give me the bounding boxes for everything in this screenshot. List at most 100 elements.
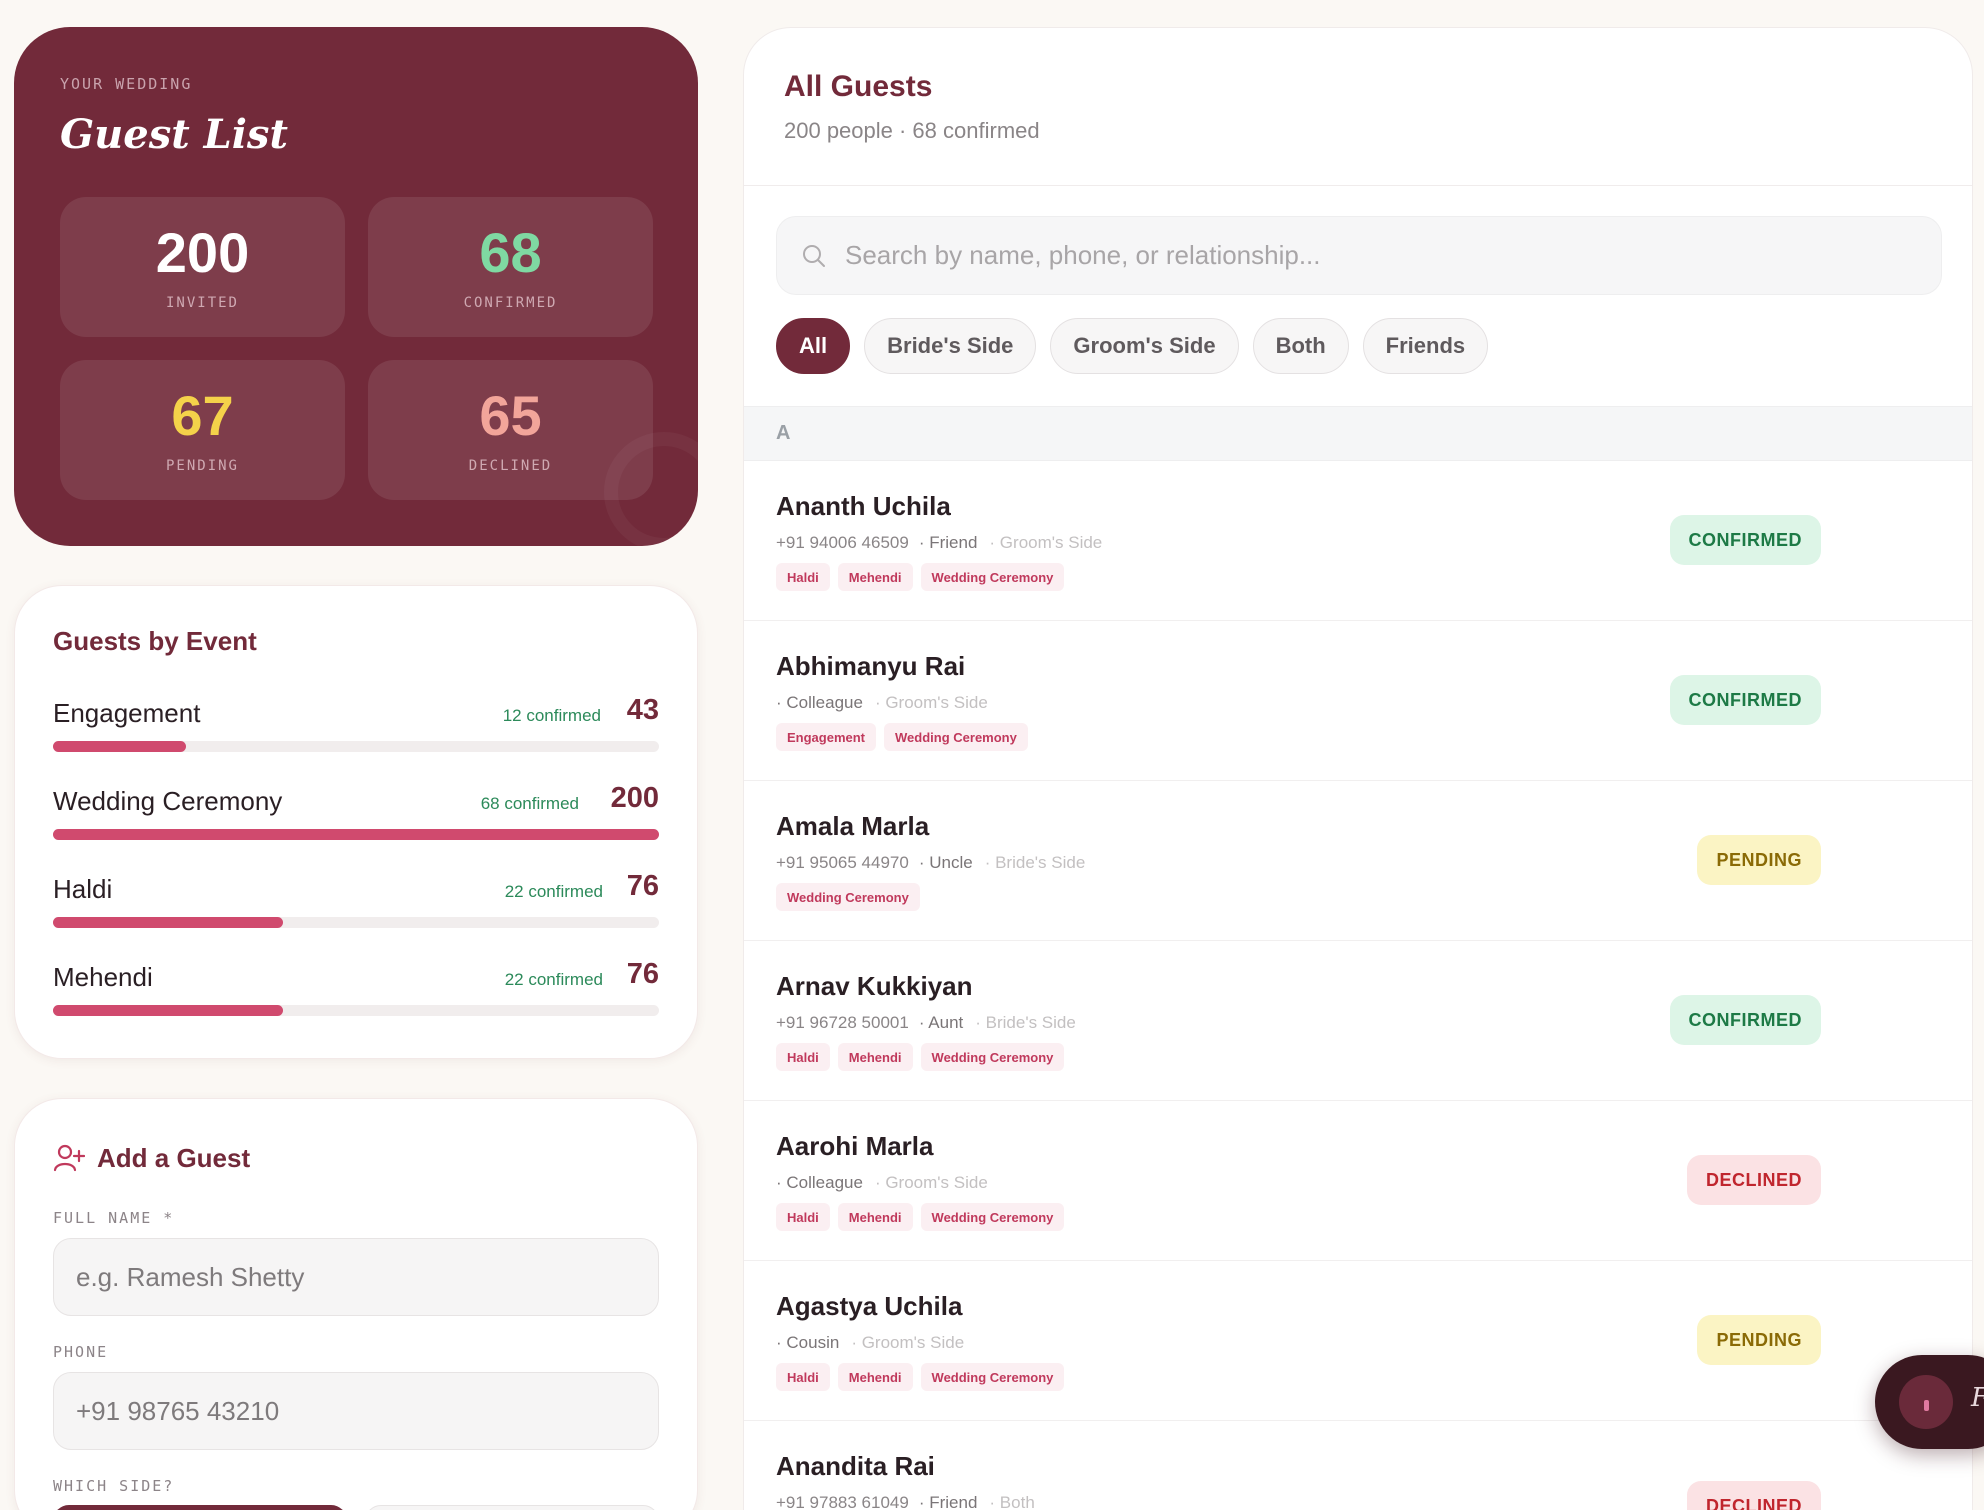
guest-name: Agastya Uchila	[776, 1291, 963, 1321]
status-badge[interactable]: DECLINED	[1686, 1155, 1821, 1205]
guests-by-event-card: Guests by Event Engagement 12 confirmed …	[14, 585, 698, 1059]
guest-phone: +91 96728 50001	[776, 1013, 909, 1032]
event-row-wedding-ceremony: Wedding Ceremony 68 confirmed 200	[53, 782, 659, 856]
guest-side: · Groom's Side	[989, 533, 1103, 552]
guest-side: · Both	[989, 1493, 1035, 1510]
event-name: Wedding Ceremony	[53, 786, 283, 816]
summary-card: YOUR WEDDING Guest List 200 INVITED 68 C…	[14, 27, 698, 546]
side-option-selected[interactable]	[53, 1505, 347, 1510]
event-tag: Wedding Ceremony	[920, 1203, 1065, 1231]
stat-value: 67	[171, 384, 234, 447]
stat-label: INVITED	[165, 295, 239, 311]
guest-list-subtitle: 200 people · 68 confirmed	[784, 118, 1040, 143]
progress-fill	[53, 741, 187, 752]
event-name: Haldi	[53, 874, 113, 904]
filter-all[interactable]: All	[776, 318, 851, 374]
status-badge[interactable]: CONFIRMED	[1669, 995, 1821, 1045]
add-guest-card: Add a Guest FULL NAME * PHONE WHICH SIDE…	[14, 1098, 698, 1510]
guest-name: Arnav Kukkiyan	[776, 971, 973, 1001]
event-total: 200	[610, 782, 659, 814]
stat-pending: 67 PENDING	[60, 360, 345, 500]
event-tags: Wedding Ceremony	[776, 883, 920, 911]
guest-name: Abhimanyu Rai	[776, 651, 966, 681]
guest-meta: +91 97883 61049 · Friend · Both	[776, 1493, 1035, 1510]
guest-side: · Bride's Side	[984, 853, 1086, 872]
section-header: A	[744, 406, 1972, 461]
guest-name: Anandita Rai	[776, 1451, 935, 1481]
event-confirmed-count: 68 confirmed	[480, 794, 579, 813]
event-tag: Haldi	[776, 1203, 830, 1231]
stat-label: DECLINED	[468, 458, 553, 474]
search-bar[interactable]	[776, 216, 1942, 295]
guest-row[interactable]: Abhimanyu Rai · Colleague · Groom's Side …	[744, 621, 1972, 781]
stat-value: 65	[479, 384, 542, 447]
event-tag: Haldi	[776, 1043, 830, 1071]
event-tag: Haldi	[776, 563, 830, 591]
filter-friends[interactable]: Friends	[1362, 318, 1489, 374]
guest-row[interactable]: Arnav Kukkiyan +91 96728 50001 · Aunt · Br…	[744, 941, 1972, 1101]
full-name-field[interactable]	[53, 1238, 659, 1316]
guest-relationship: · Uncle	[918, 853, 973, 872]
full-name-label: FULL NAME *	[53, 1209, 175, 1227]
event-tag: Wedding Ceremony	[884, 723, 1028, 751]
guest-relationship: · Aunt	[918, 1013, 964, 1032]
guest-name: Aarohi Marla	[776, 1131, 934, 1161]
guest-row[interactable]: Aarohi Marla · Colleague · Groom's Side H…	[744, 1101, 1972, 1261]
guest-meta: +91 95065 44970 · Uncle · Bride's Side	[776, 853, 1085, 873]
guest-row[interactable]: Amala Marla +91 95065 44970 · Uncle · Brid…	[744, 781, 1972, 941]
event-tag: Haldi	[776, 1363, 830, 1391]
filter-grooms-side[interactable]: Groom's Side	[1050, 318, 1239, 374]
guest-meta: +91 94006 46509 · Friend · Groom's Side	[776, 533, 1102, 553]
event-tags: Engagement Wedding Ceremony	[776, 723, 1028, 751]
floating-action-button[interactable]: F	[1875, 1355, 1984, 1449]
phone-input[interactable]	[54, 1373, 658, 1449]
stat-label: PENDING	[165, 458, 239, 474]
page-title: Guest List	[60, 111, 288, 158]
guest-phone: +91 97883 61049	[776, 1493, 909, 1510]
section-letter: A	[776, 422, 791, 444]
guest-meta: · Colleague · Groom's Side	[776, 1173, 988, 1193]
progress-fill	[53, 829, 659, 840]
event-tag: Wedding Ceremony	[920, 563, 1065, 591]
status-badge[interactable]: CONFIRMED	[1669, 675, 1821, 725]
status-badge[interactable]: CONFIRMED	[1669, 515, 1821, 565]
filter-both[interactable]: Both	[1252, 318, 1349, 374]
guest-row[interactable]: Ananth Uchila +91 94006 46509 · Friend · G…	[744, 461, 1972, 621]
guest-relationship: · Colleague	[776, 693, 863, 712]
filter-brides-side[interactable]: Bride's Side	[864, 318, 1037, 374]
phone-field[interactable]	[53, 1372, 659, 1450]
guest-side: · Bride's Side	[975, 1013, 1076, 1032]
event-tag: Mehendi	[837, 1203, 913, 1231]
guest-phone: +91 95065 44970	[776, 853, 909, 872]
event-name: Engagement	[53, 698, 201, 728]
status-badge[interactable]: PENDING	[1697, 835, 1821, 885]
guest-list-panel: All Guests 200 people · 68 confirmed All…	[743, 27, 1973, 1510]
event-tag: Wedding Ceremony	[920, 1363, 1065, 1391]
guest-side: · Groom's Side	[851, 1333, 965, 1352]
status-badge[interactable]: PENDING	[1697, 1315, 1821, 1365]
floating-icon	[1899, 1375, 1953, 1429]
full-name-input[interactable]	[54, 1239, 658, 1315]
progress-track	[53, 741, 659, 752]
event-total: 76	[626, 958, 659, 990]
card-title: Add a Guest	[97, 1143, 251, 1173]
status-badge[interactable]: DECLINED	[1686, 1481, 1821, 1510]
event-tag: Mehendi	[837, 563, 913, 591]
search-input[interactable]	[845, 217, 1925, 294]
stat-declined: 65 DECLINED	[368, 360, 653, 500]
stat-confirmed: 68 CONFIRMED	[368, 197, 653, 337]
stat-value: 200	[155, 221, 250, 284]
event-tags: Haldi Mehendi Wedding Ceremony	[776, 1203, 1065, 1231]
event-tag: Wedding Ceremony	[920, 1043, 1065, 1071]
stat-value: 68	[479, 221, 542, 284]
guest-relationship: · Friend	[918, 1493, 978, 1510]
hero-eyebrow: YOUR WEDDING	[60, 75, 193, 93]
card-title: Guests by Event	[53, 626, 257, 656]
progress-track	[53, 829, 659, 840]
guest-row[interactable]: Agastya Uchila · Cousin · Groom's Side Ha…	[744, 1261, 1972, 1421]
side-option[interactable]	[365, 1505, 659, 1510]
event-tag: Mehendi	[837, 1363, 913, 1391]
guest-row[interactable]: Anandita Rai +91 97883 61049 · Friend · Bo…	[744, 1421, 1972, 1510]
event-confirmed-count: 12 confirmed	[502, 706, 601, 725]
event-total: 76	[626, 870, 659, 902]
